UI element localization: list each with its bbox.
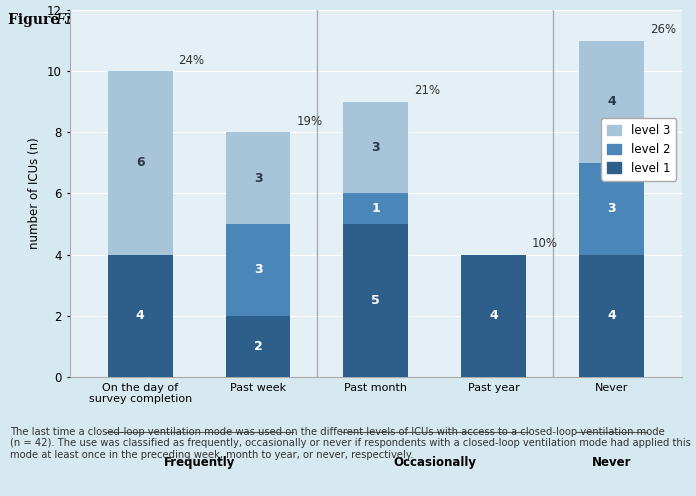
Text: 6: 6 [136, 156, 145, 169]
Bar [579, 41, 644, 163]
Bar [226, 132, 290, 224]
Bar [108, 254, 173, 377]
Text: 3: 3 [254, 263, 262, 276]
Text: 3: 3 [254, 172, 262, 185]
Text: 2: 2 [253, 340, 262, 353]
Text: 10%: 10% [532, 237, 558, 250]
Bar [108, 71, 173, 254]
Text: 4: 4 [607, 310, 616, 322]
Text: 4: 4 [489, 310, 498, 322]
Text: Never: Never [592, 456, 631, 470]
Text: 3: 3 [607, 202, 616, 215]
Text: 4: 4 [607, 95, 616, 108]
Text: 5: 5 [372, 294, 380, 307]
Text: Figure 3.: Figure 3. [8, 13, 79, 27]
Legend: level 3, level 2, level 1: level 3, level 2, level 1 [601, 118, 677, 181]
Text: Frequency of use of closed-loop ventilation modes: Frequency of use of closed-loop ventilat… [52, 13, 410, 27]
Y-axis label: number of ICUs (n): number of ICUs (n) [29, 137, 41, 249]
Text: 4: 4 [136, 310, 145, 322]
Bar [343, 224, 409, 377]
Bar [226, 224, 290, 316]
Bar [579, 163, 644, 254]
Text: 26%: 26% [649, 23, 676, 36]
Bar [579, 254, 644, 377]
Text: Frequently: Frequently [164, 456, 235, 470]
Text: 1: 1 [372, 202, 380, 215]
Bar [343, 193, 409, 224]
Text: 21%: 21% [414, 84, 441, 97]
Text: 3: 3 [372, 141, 380, 154]
Text: The last time a closed-loop ventilation mode was used on the different levels of: The last time a closed-loop ventilation … [10, 427, 691, 460]
Text: 19%: 19% [296, 115, 322, 127]
Bar [226, 316, 290, 377]
Bar [343, 102, 409, 193]
Bar [461, 254, 526, 377]
Text: Occasionally: Occasionally [393, 456, 476, 470]
Text: 24%: 24% [179, 54, 205, 66]
